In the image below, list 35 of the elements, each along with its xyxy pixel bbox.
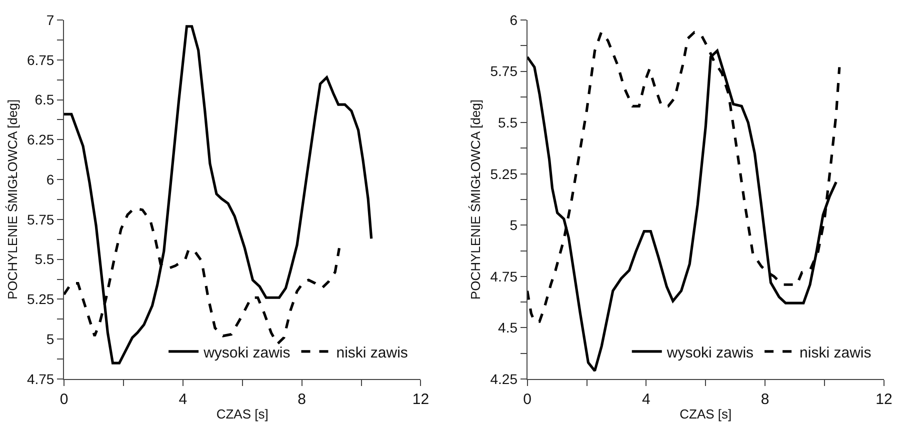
x-tick-label: 8 bbox=[760, 391, 770, 408]
y-axis-title: POCHYLENIE ŚMIGŁOWCA [deg] bbox=[4, 99, 20, 300]
x-tick-label: 0 bbox=[60, 391, 68, 408]
y-tick-label: 7 bbox=[46, 12, 54, 28]
y-tick-label: 4.5 bbox=[498, 320, 518, 336]
y-tick-label: 4.75 bbox=[26, 370, 54, 387]
x-tick-label: 12 bbox=[412, 391, 430, 408]
y-tick-label: 5 bbox=[510, 217, 518, 234]
y-tick-label: 6.25 bbox=[26, 132, 54, 148]
y-axis-title: POCHYLENIE ŚMIGŁOWCA [deg] bbox=[468, 99, 484, 300]
legend-label: wysoki zawis bbox=[666, 344, 754, 362]
y-tick-label: 6.75 bbox=[26, 52, 54, 68]
legend-label: niski zawis bbox=[336, 344, 408, 362]
y-tick-label: 4.25 bbox=[490, 370, 518, 387]
y-tick-label: 5.5 bbox=[498, 114, 518, 130]
line-series bbox=[64, 25, 373, 364]
x-axis-title: CZAS [s] bbox=[680, 406, 732, 422]
y-tick-label: 6 bbox=[510, 12, 518, 28]
x-tick-label: 12 bbox=[876, 391, 892, 408]
y-tick-label: 5.75 bbox=[26, 211, 54, 228]
y-tick-label: 6 bbox=[46, 171, 54, 188]
y-tick-label: 5.75 bbox=[490, 63, 518, 80]
x-tick-label: 4 bbox=[642, 391, 650, 408]
y-tick-label: 5.25 bbox=[490, 166, 518, 182]
x-tick-label: 0 bbox=[523, 391, 532, 408]
legend-label: niski zawis bbox=[800, 344, 872, 362]
y-tick-label: 4.75 bbox=[490, 268, 518, 284]
x-tick-label: 4 bbox=[178, 391, 188, 408]
x-tick-label: 8 bbox=[298, 391, 306, 408]
y-tick-label: 6.5 bbox=[34, 92, 54, 108]
legend-label: wysoki zawis bbox=[202, 344, 290, 362]
y-tick-label: 5 bbox=[46, 331, 54, 348]
y-tick-label: 5.5 bbox=[34, 251, 54, 268]
y-tick-label: 5.25 bbox=[26, 291, 54, 308]
x-axis-title: CZAS [s] bbox=[216, 406, 268, 422]
